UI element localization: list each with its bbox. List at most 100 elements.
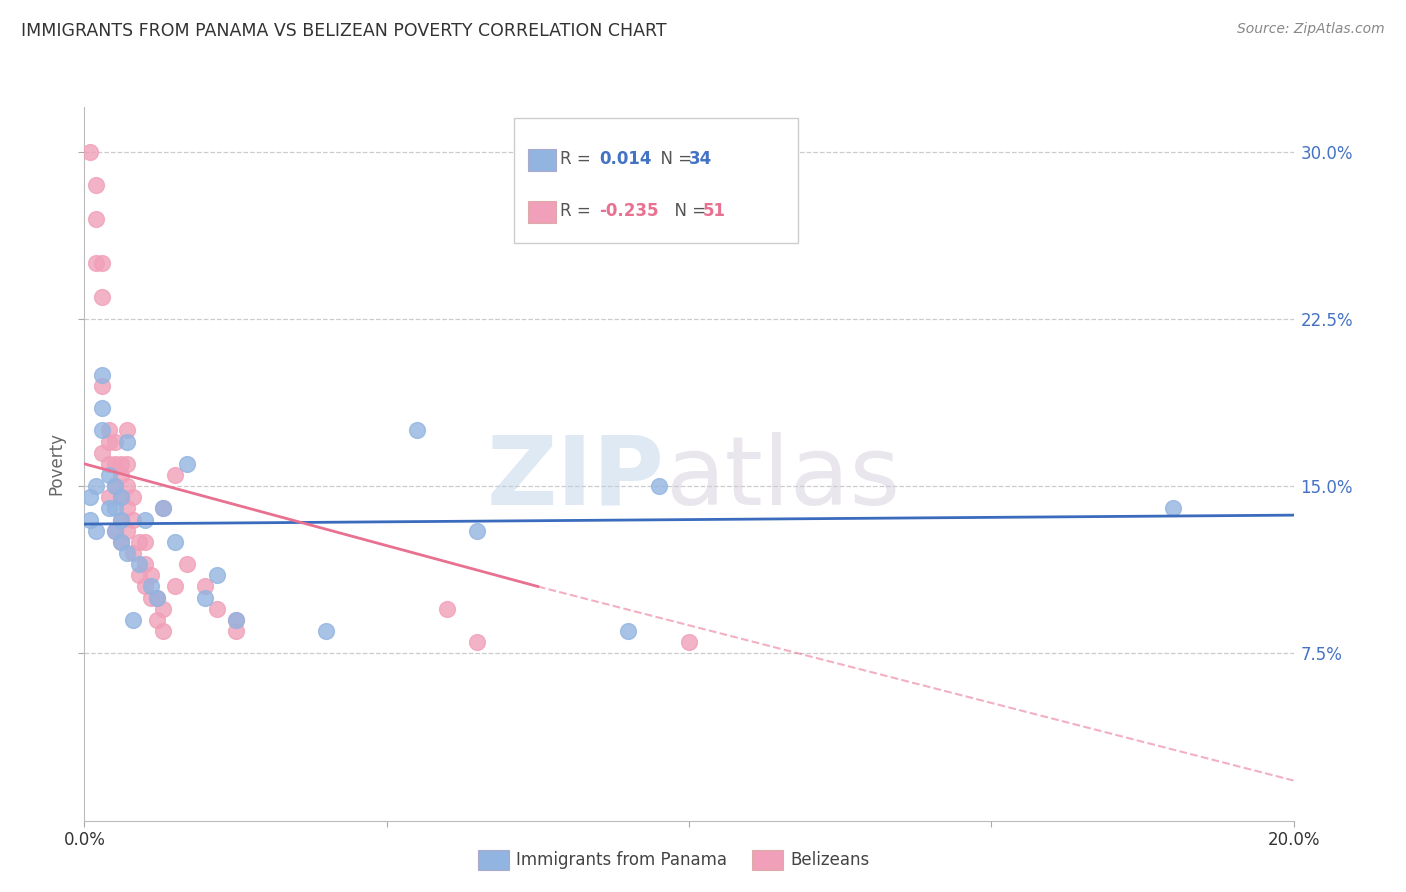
Point [467,635,489,649]
Text: R =: R = [560,202,596,219]
Point [146,591,169,605]
Point [134,580,156,594]
Point [86,256,108,270]
Point [152,602,174,616]
Point [86,479,108,493]
Point [86,211,108,226]
Text: ZIP: ZIP [486,432,665,524]
Point [110,512,132,526]
Point [86,178,108,193]
Point [104,524,127,538]
Point [315,624,337,639]
Point [165,467,187,482]
Text: 34: 34 [689,150,713,168]
Text: IMMIGRANTS FROM PANAMA VS BELIZEAN POVERTY CORRELATION CHART: IMMIGRANTS FROM PANAMA VS BELIZEAN POVER… [21,22,666,40]
Point [128,568,150,582]
Point [115,501,138,516]
Point [128,557,150,572]
Text: atlas: atlas [665,432,900,524]
Point [225,624,247,639]
Point [176,557,198,572]
Point [79,491,101,505]
Point [91,378,114,392]
Point [194,591,217,605]
Y-axis label: Poverty: Poverty [48,433,66,495]
Point [139,568,162,582]
Point [104,479,127,493]
Point [134,534,156,549]
Point [225,613,247,627]
Point [134,557,156,572]
Point [1161,501,1184,516]
Text: 51: 51 [703,202,725,219]
Point [648,479,671,493]
Text: N =: N = [650,150,697,168]
Point [91,424,114,438]
Point [97,434,120,449]
Point [152,501,174,516]
Text: -0.235: -0.235 [599,202,658,219]
Text: Immigrants from Panama: Immigrants from Panama [516,851,727,869]
Point [104,501,127,516]
Point [110,467,132,482]
Point [110,512,132,526]
Text: N =: N = [664,202,711,219]
Point [139,580,162,594]
Point [104,479,127,493]
Point [97,501,120,516]
Point [97,424,120,438]
Point [152,624,174,639]
Point [678,635,700,649]
Point [115,457,138,471]
Point [110,534,132,549]
Point [207,568,229,582]
Point [207,602,229,616]
Point [176,457,198,471]
Text: Belizeans: Belizeans [790,851,869,869]
Point [115,434,138,449]
Point [152,501,174,516]
Point [91,368,114,382]
Point [194,580,217,594]
Point [115,479,138,493]
Point [97,491,120,505]
Point [121,546,143,560]
Point [121,512,143,526]
Point [104,524,127,538]
Text: 0.014: 0.014 [599,150,651,168]
Text: Source: ZipAtlas.com: Source: ZipAtlas.com [1237,22,1385,37]
Point [110,534,132,549]
Point [121,491,143,505]
Point [97,457,120,471]
Point [165,534,187,549]
Point [97,467,120,482]
Point [79,512,101,526]
Point [467,524,489,538]
Point [617,624,640,639]
Point [165,580,187,594]
Point [104,457,127,471]
Point [115,424,138,438]
Point [134,512,156,526]
Point [406,424,429,438]
Point [436,602,458,616]
Point [225,613,247,627]
Point [146,613,169,627]
Point [79,145,101,159]
Point [115,524,138,538]
Point [91,445,114,460]
Point [110,491,132,505]
Point [86,524,108,538]
Text: R =: R = [560,150,596,168]
Point [128,534,150,549]
Point [139,591,162,605]
Point [91,256,114,270]
Point [121,613,143,627]
Point [110,457,132,471]
Point [104,434,127,449]
Point [146,591,169,605]
Point [91,401,114,416]
Point [115,546,138,560]
Point [110,491,132,505]
Point [91,289,114,303]
